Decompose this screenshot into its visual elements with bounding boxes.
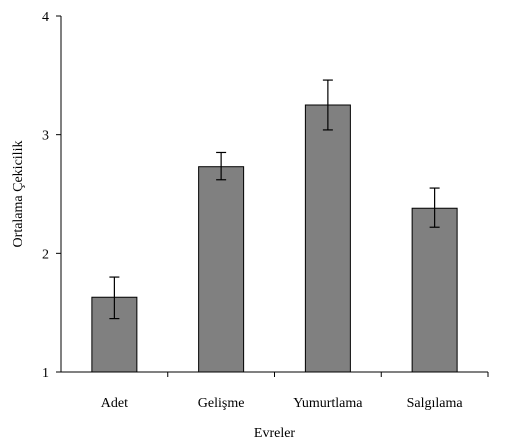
error-bars-group <box>109 79 440 320</box>
y-tick-label: 2 <box>42 247 49 262</box>
y-ticks-group: 1 2 3 4 <box>42 10 61 381</box>
x-tick-label: Gelişme <box>198 396 245 411</box>
bar-4 <box>411 207 458 373</box>
y-tick-label: 3 <box>42 129 49 144</box>
y-tick-label: 1 <box>42 366 49 381</box>
x-tick-label: Adet <box>101 396 128 411</box>
bars-group <box>91 104 458 373</box>
y-axis-label: Ortalama Çekicilik <box>11 141 26 248</box>
y-tick-label: 4 <box>42 10 49 25</box>
bar-3 <box>304 104 351 373</box>
x-tick-label: Yumurtlama <box>293 396 363 411</box>
x-ticks-group: Adet Gelişme Yumurtlama Salgılama <box>101 372 489 411</box>
x-axis-label: Evreler <box>254 426 296 441</box>
x-tick-label: Salgılama <box>407 396 464 411</box>
bar-2 <box>198 166 245 373</box>
